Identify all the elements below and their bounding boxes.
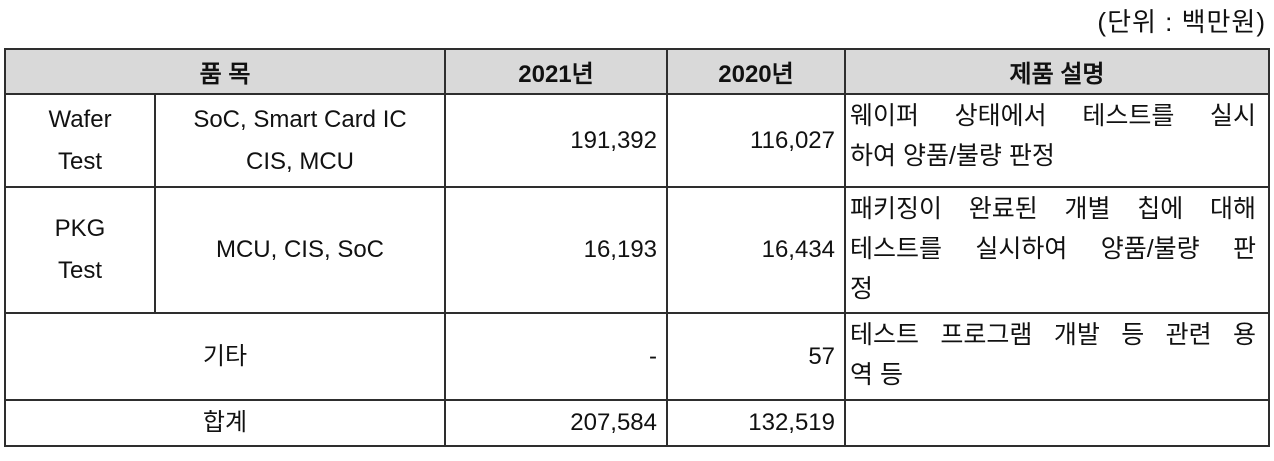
header-year-2020: 2020년 xyxy=(666,48,847,95)
products-cell: SoC, Smart Card IC CIS, MCU xyxy=(153,93,447,188)
category-cell: PKG Test xyxy=(4,186,156,314)
unit-label: (단위 : 백만원) xyxy=(1097,7,1266,37)
category-cell: Wafer Test xyxy=(4,93,156,188)
value-2020-cell: 16,434 xyxy=(666,186,847,314)
value-2021-cell: 207,584 xyxy=(444,399,669,447)
products-cell: MCU, CIS, SoC xyxy=(153,186,447,314)
value-2021-cell: 191,392 xyxy=(444,93,669,188)
table-header-row: 품 목 2021년 2020년 제품 설명 xyxy=(3,48,1271,95)
products-revenue-table: 품 목 2021년 2020년 제품 설명 Wafer Test SoC, Sm… xyxy=(3,48,1271,447)
table-row-total: 합계 207,584 132,519 xyxy=(3,399,1271,447)
value-2021-cell: - xyxy=(444,312,669,401)
header-year-2021: 2021년 xyxy=(444,48,669,95)
description-cell xyxy=(844,399,1271,447)
description-cell: 웨이퍼 상태에서 테스트를 실시 하여 양품/불량 판정 xyxy=(844,93,1271,188)
value-2020-cell: 57 xyxy=(666,312,847,401)
value-2020-cell: 116,027 xyxy=(666,93,847,188)
value-2020-cell: 132,519 xyxy=(666,399,847,447)
table-row-wafer-test: Wafer Test SoC, Smart Card IC CIS, MCU 1… xyxy=(4,93,1271,188)
category-cell: 기타 xyxy=(3,312,447,401)
category-cell: 합계 xyxy=(3,399,447,447)
header-item: 품 목 xyxy=(3,48,447,95)
value-2021-cell: 16,193 xyxy=(444,186,669,314)
table-row-pkg-test: PKG Test MCU, CIS, SoC 16,193 16,434 패키징… xyxy=(4,186,1271,314)
header-product-description: 제품 설명 xyxy=(844,48,1271,95)
